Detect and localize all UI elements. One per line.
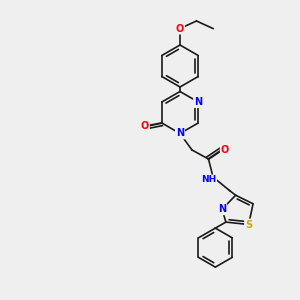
Text: O: O [221,145,229,155]
Text: S: S [245,220,252,230]
Text: O: O [141,121,149,131]
Text: N: N [218,204,226,214]
Text: NH: NH [201,176,216,184]
Text: O: O [176,23,184,34]
Text: N: N [176,128,184,139]
Text: N: N [194,97,202,107]
